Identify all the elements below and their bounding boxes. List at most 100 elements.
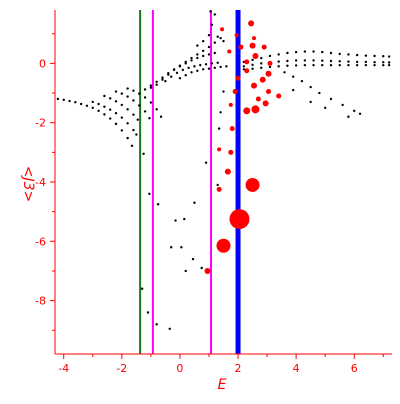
data-point-0-66 xyxy=(196,56,199,60)
reference-lines xyxy=(139,10,241,354)
y-tick-label-0: 0 xyxy=(39,57,46,70)
data-point-0-61 xyxy=(167,71,170,75)
data-point-0-13 xyxy=(130,144,134,148)
data-point-0-63 xyxy=(178,65,182,68)
data-point-0-71 xyxy=(170,75,173,78)
y-axis-title: <J3> xyxy=(20,166,36,203)
data-point-0-134 xyxy=(251,67,254,70)
data-point-0-173 xyxy=(200,266,203,270)
data-point-0-100 xyxy=(268,54,272,58)
y-tick-label-4: -8 xyxy=(35,295,46,308)
data-point-0-175 xyxy=(146,311,150,314)
data-point-0-105 xyxy=(312,50,315,53)
x-axis-title: E xyxy=(218,377,227,393)
data-point-0-31 xyxy=(120,92,124,95)
data-point-0-140 xyxy=(303,63,307,67)
data-point-0-36 xyxy=(148,117,151,120)
data-point-0-162 xyxy=(323,106,327,110)
data-point-0-90 xyxy=(201,39,205,43)
data-point-0-117 xyxy=(260,62,263,65)
data-points xyxy=(56,10,391,330)
data-point-0-70 xyxy=(164,79,167,83)
data-point-0-159 xyxy=(358,112,362,115)
x-tick-label-2: 0 xyxy=(176,362,183,375)
data-point-0-88 xyxy=(225,65,228,68)
data-point-0-77 xyxy=(204,63,208,66)
data-point-0-132 xyxy=(387,61,391,64)
data-point-0-73 xyxy=(181,68,185,72)
data-point-0-72 xyxy=(175,71,179,75)
data-point-0-58 xyxy=(149,84,153,87)
x-tick-label-1: -2 xyxy=(116,362,127,375)
data-point-1-29 xyxy=(248,20,255,27)
data-point-1-4 xyxy=(216,186,222,192)
data-point-0-128 xyxy=(355,60,359,64)
data-point-0-125 xyxy=(329,59,333,63)
data-point-1-10 xyxy=(251,105,260,114)
data-point-0-43 xyxy=(159,115,163,118)
data-point-1-15 xyxy=(251,82,258,89)
data-point-0-7 xyxy=(97,109,100,113)
data-point-0-107 xyxy=(329,51,333,55)
data-point-0-85 xyxy=(207,67,211,70)
data-point-0-54 xyxy=(201,49,205,53)
data-point-0-57 xyxy=(219,36,222,40)
data-point-1-32 xyxy=(228,102,233,107)
data-point-0-67 xyxy=(201,54,205,58)
data-point-0-160 xyxy=(292,88,295,92)
data-point-1-1 xyxy=(216,238,231,253)
data-point-0-18 xyxy=(114,112,118,115)
data-point-0-150 xyxy=(387,63,391,67)
axes: E <J3> -4 -2 0 2 4 6 0 -2 -4 -6 -8 xyxy=(20,10,392,393)
data-point-0-45 xyxy=(149,86,153,89)
data-point-0-112 xyxy=(373,54,376,58)
data-point-0-129 xyxy=(364,60,368,64)
data-point-0-24 xyxy=(108,97,112,100)
data-point-0-6 xyxy=(91,106,94,110)
data-point-0-80 xyxy=(178,77,182,80)
data-point-0-123 xyxy=(312,59,315,62)
data-point-0-122 xyxy=(303,59,307,62)
data-point-0-56 xyxy=(213,41,216,44)
data-point-0-156 xyxy=(329,97,333,101)
data-point-0-8 xyxy=(103,113,106,116)
data-point-1-8 xyxy=(229,126,235,132)
data-point-0-151 xyxy=(283,71,286,74)
data-point-0-144 xyxy=(338,63,341,67)
data-point-0-53 xyxy=(196,53,199,56)
data-point-0-158 xyxy=(353,109,356,113)
data-point-0-170 xyxy=(180,246,183,249)
data-point-0-163 xyxy=(347,115,350,118)
data-point-1-13 xyxy=(266,89,272,95)
data-point-0-94 xyxy=(222,39,225,43)
data-point-0-87 xyxy=(219,65,222,69)
data-point-1-11 xyxy=(262,100,269,107)
data-point-0-135 xyxy=(260,66,263,70)
data-point-0-22 xyxy=(135,133,138,136)
data-point-0-131 xyxy=(382,60,385,64)
data-point-0-180 xyxy=(204,161,208,164)
data-point-0-27 xyxy=(126,108,129,111)
data-point-0-9 xyxy=(108,117,112,120)
data-point-0-78 xyxy=(210,62,214,65)
x-tick-label-0: -4 xyxy=(58,362,69,375)
data-point-0-83 xyxy=(196,69,199,72)
data-point-1-19 xyxy=(235,75,241,81)
data-point-0-172 xyxy=(184,269,187,273)
data-point-1-3 xyxy=(204,267,211,274)
data-point-1-30 xyxy=(252,36,257,41)
data-point-1-6 xyxy=(228,149,234,155)
data-point-0-75 xyxy=(193,65,196,68)
data-point-1-27 xyxy=(234,33,239,38)
data-point-0-95 xyxy=(213,13,216,16)
data-point-0-139 xyxy=(294,64,298,67)
data-point-0-146 xyxy=(355,63,359,67)
data-point-0-59 xyxy=(155,80,158,83)
data-point-0-93 xyxy=(216,35,219,38)
data-point-0-39 xyxy=(138,92,141,95)
data-point-0-35 xyxy=(143,110,147,113)
data-point-1-21 xyxy=(244,59,250,65)
data-point-0-98 xyxy=(251,58,254,62)
data-point-0-161 xyxy=(309,100,312,104)
